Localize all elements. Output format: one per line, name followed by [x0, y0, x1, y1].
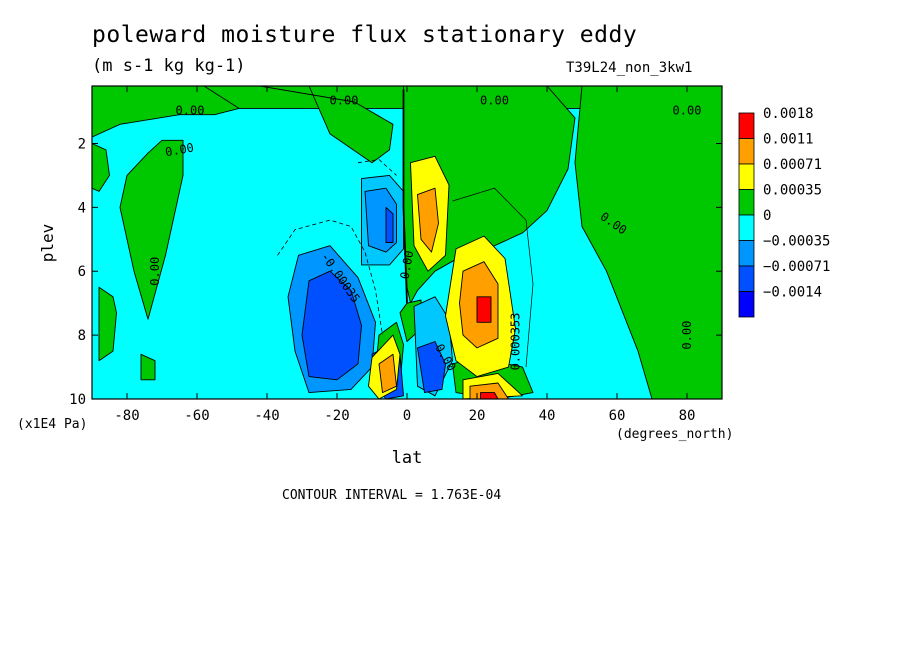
contour-region-26 — [378, 353, 397, 394]
legend-label: 0.00035 — [763, 183, 822, 199]
x-tick-label: 0 — [403, 408, 411, 424]
contour-region-19 — [417, 341, 446, 394]
legend-label: 0 — [763, 208, 771, 224]
run-label: T39L24_non_3kw1 — [566, 60, 693, 76]
y-tick-label: 8 — [78, 328, 86, 344]
x-tick-label: 80 — [679, 408, 696, 424]
contour-label-7: 0.00 — [148, 257, 162, 286]
contour-lines — [277, 89, 534, 368]
legend-swatch — [738, 138, 755, 165]
legend-swatch — [738, 265, 755, 292]
contour-region-14 — [385, 206, 394, 243]
y-tick-label: 6 — [78, 264, 86, 280]
chart-title: poleward moisture flux stationary eddy — [92, 22, 638, 48]
x-tick-label: -20 — [324, 408, 349, 424]
legend-label: 0.0011 — [763, 132, 814, 148]
contour-label-10: 0.000353 — [509, 313, 523, 371]
x-tick-label: 40 — [539, 408, 556, 424]
solid-contour-1 — [402, 89, 408, 304]
x-tick-label: -80 — [114, 408, 139, 424]
contour-label-3: 0.00 — [673, 104, 702, 118]
contour-region-28 — [469, 382, 509, 399]
contour-region-4 — [92, 86, 240, 138]
contour-label-0: 0.00 — [176, 104, 205, 118]
contour-region-1 — [259, 86, 394, 164]
y-axis-label: plev — [38, 224, 57, 263]
legend-swatch — [738, 189, 755, 216]
contour-region-24 — [476, 296, 492, 323]
legend-swatch — [738, 240, 755, 267]
legend-label: −0.00035 — [763, 234, 830, 250]
y-tick-label: 10 — [69, 392, 86, 408]
contour-interval: CONTOUR INTERVAL = 1.763E-04 — [282, 488, 502, 503]
contour-label-2: 0.00 — [480, 93, 509, 107]
contour-region-3 — [574, 86, 722, 399]
x-tick-label: 60 — [609, 408, 626, 424]
legend-swatch — [738, 112, 755, 139]
x-tick-label: -40 — [254, 408, 279, 424]
x-axis-units: (degrees_north) — [616, 427, 733, 442]
legend-swatch — [738, 163, 755, 190]
color-legend: 0.0018 0.0011 0.00071 0.00035 0 −0.00035 −0.00… — [738, 106, 830, 318]
legend-label: 0.0018 — [763, 106, 814, 122]
x-tick-label: 20 — [469, 408, 486, 424]
contour-region-6 — [92, 143, 110, 192]
contour-label-1: 0.00 — [330, 93, 359, 107]
contour-region-29 — [480, 392, 499, 399]
contour-label-8: 0.00 — [398, 249, 417, 280]
contour-region-16 — [301, 270, 362, 381]
y-tick-label: 4 — [78, 200, 86, 216]
y-axis: 2 4 6 8 10 — [69, 136, 722, 408]
contour-region-21 — [417, 187, 439, 253]
dashed-contour-1 — [357, 159, 397, 176]
x-axis-label: lat — [392, 448, 423, 468]
legend-swatch — [738, 291, 755, 318]
x-tick-label: -60 — [184, 408, 209, 424]
filled-contours — [92, 86, 722, 399]
legend-swatch — [738, 214, 755, 241]
contour-label-4: 0.00 — [164, 140, 195, 159]
legend-label: −0.0014 — [763, 285, 822, 301]
chart-units: (m s-1 kg kg-1) — [92, 56, 246, 76]
y-tick-label: 2 — [78, 136, 86, 152]
legend-label: 0.00071 — [763, 157, 822, 173]
contour-region-5 — [119, 139, 184, 320]
y-axis-units: (x1E4 Pa) — [17, 417, 87, 432]
solid-contour-0 — [452, 187, 534, 368]
contour-label-6: 0.00 — [680, 321, 694, 350]
contour-region-7 — [98, 286, 117, 362]
dashed-contour-0 — [277, 219, 383, 336]
contour-region-8 — [140, 353, 156, 381]
x-axis: -80 -60 -40 -20 0 20 40 60 80 — [114, 86, 695, 424]
legend-label: −0.00071 — [763, 259, 830, 275]
